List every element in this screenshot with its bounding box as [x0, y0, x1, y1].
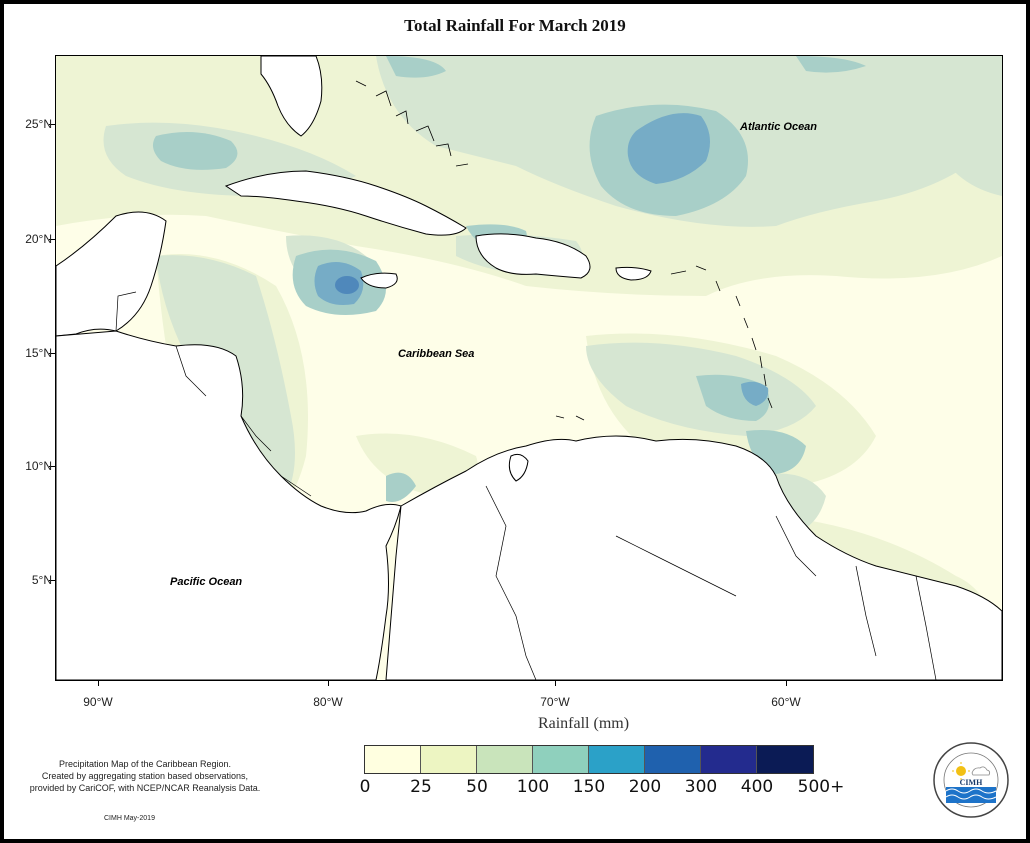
logo-text: CIMH: [960, 778, 983, 787]
rain-field-dark-blue: [335, 276, 359, 294]
y-tick: [49, 353, 55, 354]
y-tick: [49, 580, 55, 581]
x-axis-title: Rainfall (mm): [537, 715, 630, 732]
y-tick-label: 10°N: [25, 459, 52, 473]
x-tick: [328, 680, 329, 686]
small-islands: [355, 80, 773, 421]
country-borders: [115, 291, 937, 680]
legend-swatch: [645, 746, 701, 773]
x-tick-label: 80°W: [313, 695, 343, 709]
y-tick-label: 15°N: [25, 346, 52, 360]
rain-field-blue: [314, 113, 769, 406]
y-tick-label: 5°N: [31, 573, 52, 587]
legend-label: 200: [628, 777, 662, 797]
x-tick: [98, 680, 99, 686]
map-caption: Precipitation Map of the Caribbean Regio…: [0, 758, 290, 794]
legend-swatch: [477, 746, 533, 773]
cimh-logo-icon: CIMH: [933, 742, 1009, 818]
map-title: Total Rainfall For March 2019: [404, 16, 626, 35]
y-tick-label: 20°N: [25, 232, 52, 246]
x-tick-label: 60°W: [771, 695, 801, 709]
label-pacific-ocean: Pacific Ocean: [170, 576, 243, 588]
label-caribbean-sea: Caribbean Sea: [398, 348, 475, 360]
map-canvas: [56, 56, 1002, 680]
legend-swatch: [701, 746, 757, 773]
legend-label: 150: [572, 777, 606, 797]
legend-swatch: [533, 746, 589, 773]
y-tick: [49, 239, 55, 240]
land-masses: [56, 56, 1002, 680]
legend-swatch: [421, 746, 477, 773]
legend-label: 300: [684, 777, 718, 797]
label-atlantic-ocean: Atlantic Ocean: [740, 121, 818, 133]
rainfall-map: Atlantic Ocean Caribbean Sea Pacific Oce…: [55, 55, 1003, 681]
y-tick-label: 25°N: [25, 117, 52, 131]
credit-text: CIMH May-2019: [104, 815, 155, 822]
cimh-logo: CIMH: [932, 741, 1010, 824]
legend-label: 50: [466, 777, 488, 797]
legend-label: 25: [410, 777, 432, 797]
x-tick-label: 70°W: [540, 695, 570, 709]
legend-label: 0: [359, 777, 371, 797]
legend-swatch: [757, 746, 813, 773]
legend-label: 400: [740, 777, 774, 797]
legend-label: 500+: [797, 777, 845, 797]
caption-line: Created by aggregating station based obs…: [41, 771, 249, 781]
x-tick: [555, 680, 556, 686]
legend-colorbar: [364, 745, 814, 774]
x-tick: [786, 680, 787, 686]
legend-label: 100: [516, 777, 550, 797]
legend-swatch: [589, 746, 645, 773]
caption-line: provided by CariCOF, with NCEP/NCAR Rean…: [29, 783, 261, 793]
legend-swatch: [365, 746, 421, 773]
caption-line: Precipitation Map of the Caribbean Regio…: [58, 759, 232, 769]
y-tick: [49, 466, 55, 467]
y-tick: [49, 124, 55, 125]
x-tick-label: 90°W: [83, 695, 113, 709]
